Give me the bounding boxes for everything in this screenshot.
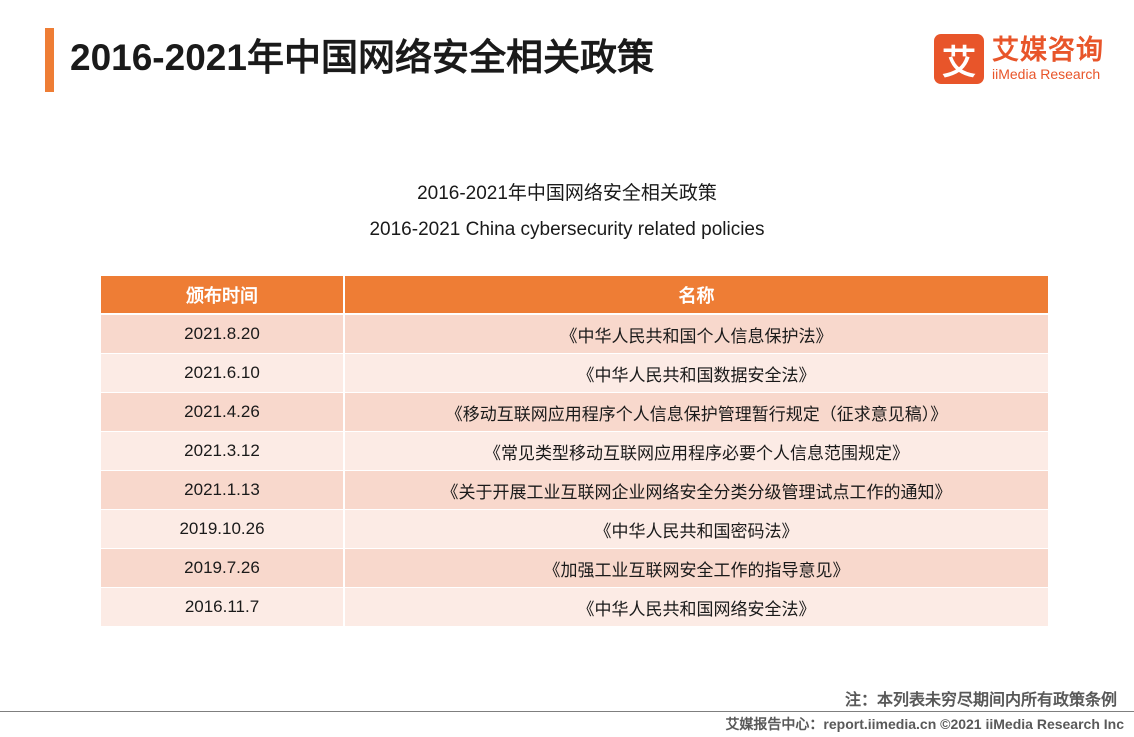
column-header-name: 名称 — [678, 285, 715, 306]
policy-table: 颁布时间 名称 2021.8.20 《中华人民共和国个人信息保护法》 2021.… — [101, 276, 1048, 627]
logo-mark-icon: 艾 — [934, 34, 984, 84]
cell-policy-name: 《中华人民共和国个人信息保护法》 — [560, 326, 833, 346]
table-row: 2021.1.13 《关于开展工业互联网企业网络安全分类分级管理试点工作的通知》 — [101, 471, 1048, 510]
table-row: 2021.3.12 《常见类型移动互联网应用程序必要个人信息范围规定》 — [101, 432, 1048, 471]
cell-date: 2021.3.12 — [101, 432, 345, 470]
logo-name-en: iiMedia Research — [992, 66, 1101, 82]
table-row: 2021.6.10 《中华人民共和国数据安全法》 — [101, 354, 1048, 393]
cell-date: 2016.11.7 — [101, 588, 345, 626]
logo-text: 艾媒咨询 iiMedia Research — [992, 35, 1104, 83]
cell-date: 2021.6.10 — [101, 354, 345, 392]
cell-policy-name: 《关于开展工业互联网企业网络安全分类分级管理试点工作的通知》 — [441, 482, 952, 502]
cell-date: 2019.7.26 — [101, 549, 345, 587]
cell-date: 2021.1.13 — [101, 471, 345, 509]
logo-name-cn: 艾媒咨询 — [992, 35, 1104, 65]
cell-date: 2021.4.26 — [101, 393, 345, 431]
cell-policy-name: 《中华人民共和国数据安全法》 — [577, 365, 816, 385]
table-row: 2016.11.7 《中华人民共和国网络安全法》 — [101, 588, 1048, 627]
table-row: 2019.7.26 《加强工业互联网安全工作的指导意见》 — [101, 549, 1048, 588]
table-row: 2019.10.26 《中华人民共和国密码法》 — [101, 510, 1048, 549]
page-title: 2016-2021年中国网络安全相关政策 — [70, 37, 654, 78]
cell-policy-name: 《中华人民共和国密码法》 — [594, 521, 799, 541]
table-header-row: 颁布时间 名称 — [101, 276, 1048, 315]
footnote: 注：本列表未穷尽期间内所有政策条例 — [844, 692, 1117, 709]
brand-logo: 艾 艾媒咨询 iiMedia Research — [934, 32, 1104, 86]
footer-divider — [0, 711, 1134, 712]
cell-date: 2019.10.26 — [101, 510, 345, 548]
cell-policy-name: 《中华人民共和国网络安全法》 — [577, 599, 816, 619]
table-row: 2021.8.20 《中华人民共和国个人信息保护法》 — [101, 315, 1048, 354]
cell-date: 2021.8.20 — [101, 315, 345, 353]
table-row: 2021.4.26 《移动互联网应用程序个人信息保护管理暂行规定（征求意见稿）》 — [101, 393, 1048, 432]
cell-policy-name: 《常见类型移动互联网应用程序必要个人信息范围规定》 — [484, 443, 909, 463]
table-title-cn: 2016-2021年中国网络安全相关政策 — [417, 183, 717, 204]
cell-policy-name: 《加强工业互联网安全工作的指导意见》 — [543, 560, 850, 580]
footer-source: 艾媒报告中心：report.iimedia.cn ©2021 iiMedia R… — [725, 716, 1124, 732]
title-accent-bar — [45, 28, 54, 92]
table-title-en: 2016-2021 China cybersecurity related po… — [369, 219, 765, 240]
cell-policy-name: 《移动互联网应用程序个人信息保护管理暂行规定（征求意见稿）》 — [445, 404, 948, 424]
column-header-date: 颁布时间 — [101, 276, 345, 313]
